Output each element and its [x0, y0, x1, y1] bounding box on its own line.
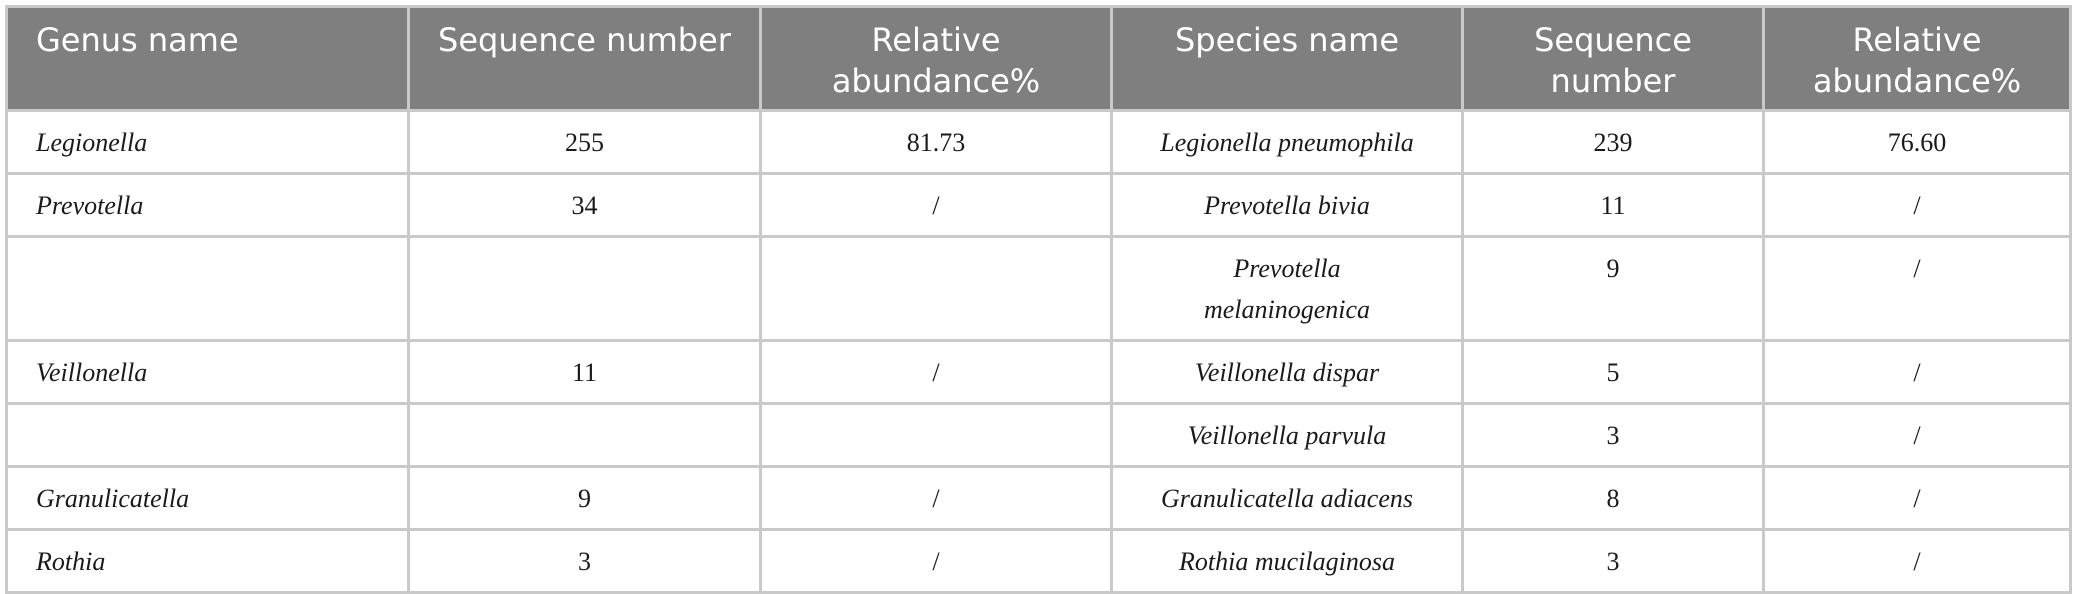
- species-sequence-cell: 8: [1461, 465, 1765, 531]
- data-table-container: Genus name Sequence number Relative abun…: [5, 5, 2072, 594]
- species-sequence-cell: 239: [1461, 109, 1765, 175]
- table-row: Rothia 3 / Rothia mucilaginosa 3 /: [5, 528, 2072, 594]
- table-row: Prevotella melaninogenica 9 /: [5, 235, 2072, 342]
- species-cell: Granulicatella adiacens: [1110, 465, 1464, 531]
- species-cell: Veillonella dispar: [1110, 339, 1464, 405]
- species-sequence-cell: 5: [1461, 339, 1765, 405]
- species-abundance-cell: /: [1762, 339, 2072, 405]
- genus-sequence-cell: 3: [407, 528, 762, 594]
- genus-cell: Rothia: [5, 528, 410, 594]
- genus-cell: Granulicatella: [5, 465, 410, 531]
- header-row: Genus name Sequence number Relative abun…: [5, 5, 2072, 112]
- table-row: Veillonella 11 / Veillonella dispar 5 /: [5, 339, 2072, 405]
- genus-cell: Prevotella: [5, 172, 410, 238]
- species-abundance-cell: /: [1762, 235, 2072, 342]
- table-row: Granulicatella 9 / Granulicatella adiace…: [5, 465, 2072, 531]
- genus-abundance-cell: 81.73: [759, 109, 1113, 175]
- genus-sequence-cell: 11: [407, 339, 762, 405]
- table-body: Legionella 255 81.73 Legionella pneumoph…: [5, 109, 2072, 594]
- genus-cell: Veillonella: [5, 339, 410, 405]
- genus-cell: Legionella: [5, 109, 410, 175]
- species-cell: Rothia mucilaginosa: [1110, 528, 1464, 594]
- species-cell: Prevotella bivia: [1110, 172, 1464, 238]
- genus-sequence-cell: [407, 235, 762, 342]
- genus-sequence-cell: [407, 402, 762, 468]
- genus-sequence-cell: 34: [407, 172, 762, 238]
- species-sequence-cell: 9: [1461, 235, 1765, 342]
- header-relative-abundance: Relative abundance%: [759, 5, 1113, 112]
- genus-abundance-cell: /: [759, 172, 1113, 238]
- abundance-table: Genus name Sequence number Relative abun…: [5, 5, 2072, 594]
- table-header: Genus name Sequence number Relative abun…: [5, 5, 2072, 112]
- species-cell: Prevotella melaninogenica: [1110, 235, 1464, 342]
- species-abundance-cell: /: [1762, 465, 2072, 531]
- genus-abundance-cell: /: [759, 465, 1113, 531]
- table-row: Veillonella parvula 3 /: [5, 402, 2072, 468]
- genus-cell: [5, 235, 410, 342]
- species-abundance-cell: /: [1762, 402, 2072, 468]
- genus-sequence-cell: 9: [407, 465, 762, 531]
- species-abundance-cell: /: [1762, 172, 2072, 238]
- header-genus-name: Genus name: [5, 5, 410, 112]
- genus-sequence-cell: 255: [407, 109, 762, 175]
- header-species-relative-abundance: Relative abundance%: [1762, 5, 2072, 112]
- genus-abundance-cell: /: [759, 339, 1113, 405]
- genus-cell: [5, 402, 410, 468]
- header-species-sequence-number: Sequence number: [1461, 5, 1765, 112]
- species-cell: Legionella pneumophila: [1110, 109, 1464, 175]
- species-sequence-cell: 3: [1461, 528, 1765, 594]
- table-row: Legionella 255 81.73 Legionella pneumoph…: [5, 109, 2072, 175]
- species-abundance-cell: /: [1762, 528, 2072, 594]
- species-sequence-cell: 3: [1461, 402, 1765, 468]
- genus-abundance-cell: [759, 235, 1113, 342]
- genus-abundance-cell: /: [759, 528, 1113, 594]
- genus-abundance-cell: [759, 402, 1113, 468]
- table-row: Prevotella 34 / Prevotella bivia 11 /: [5, 172, 2072, 238]
- species-abundance-cell: 76.60: [1762, 109, 2072, 175]
- species-cell: Veillonella parvula: [1110, 402, 1464, 468]
- species-sequence-cell: 11: [1461, 172, 1765, 238]
- header-species-name: Species name: [1110, 5, 1464, 112]
- header-sequence-number: Sequence number: [407, 5, 762, 112]
